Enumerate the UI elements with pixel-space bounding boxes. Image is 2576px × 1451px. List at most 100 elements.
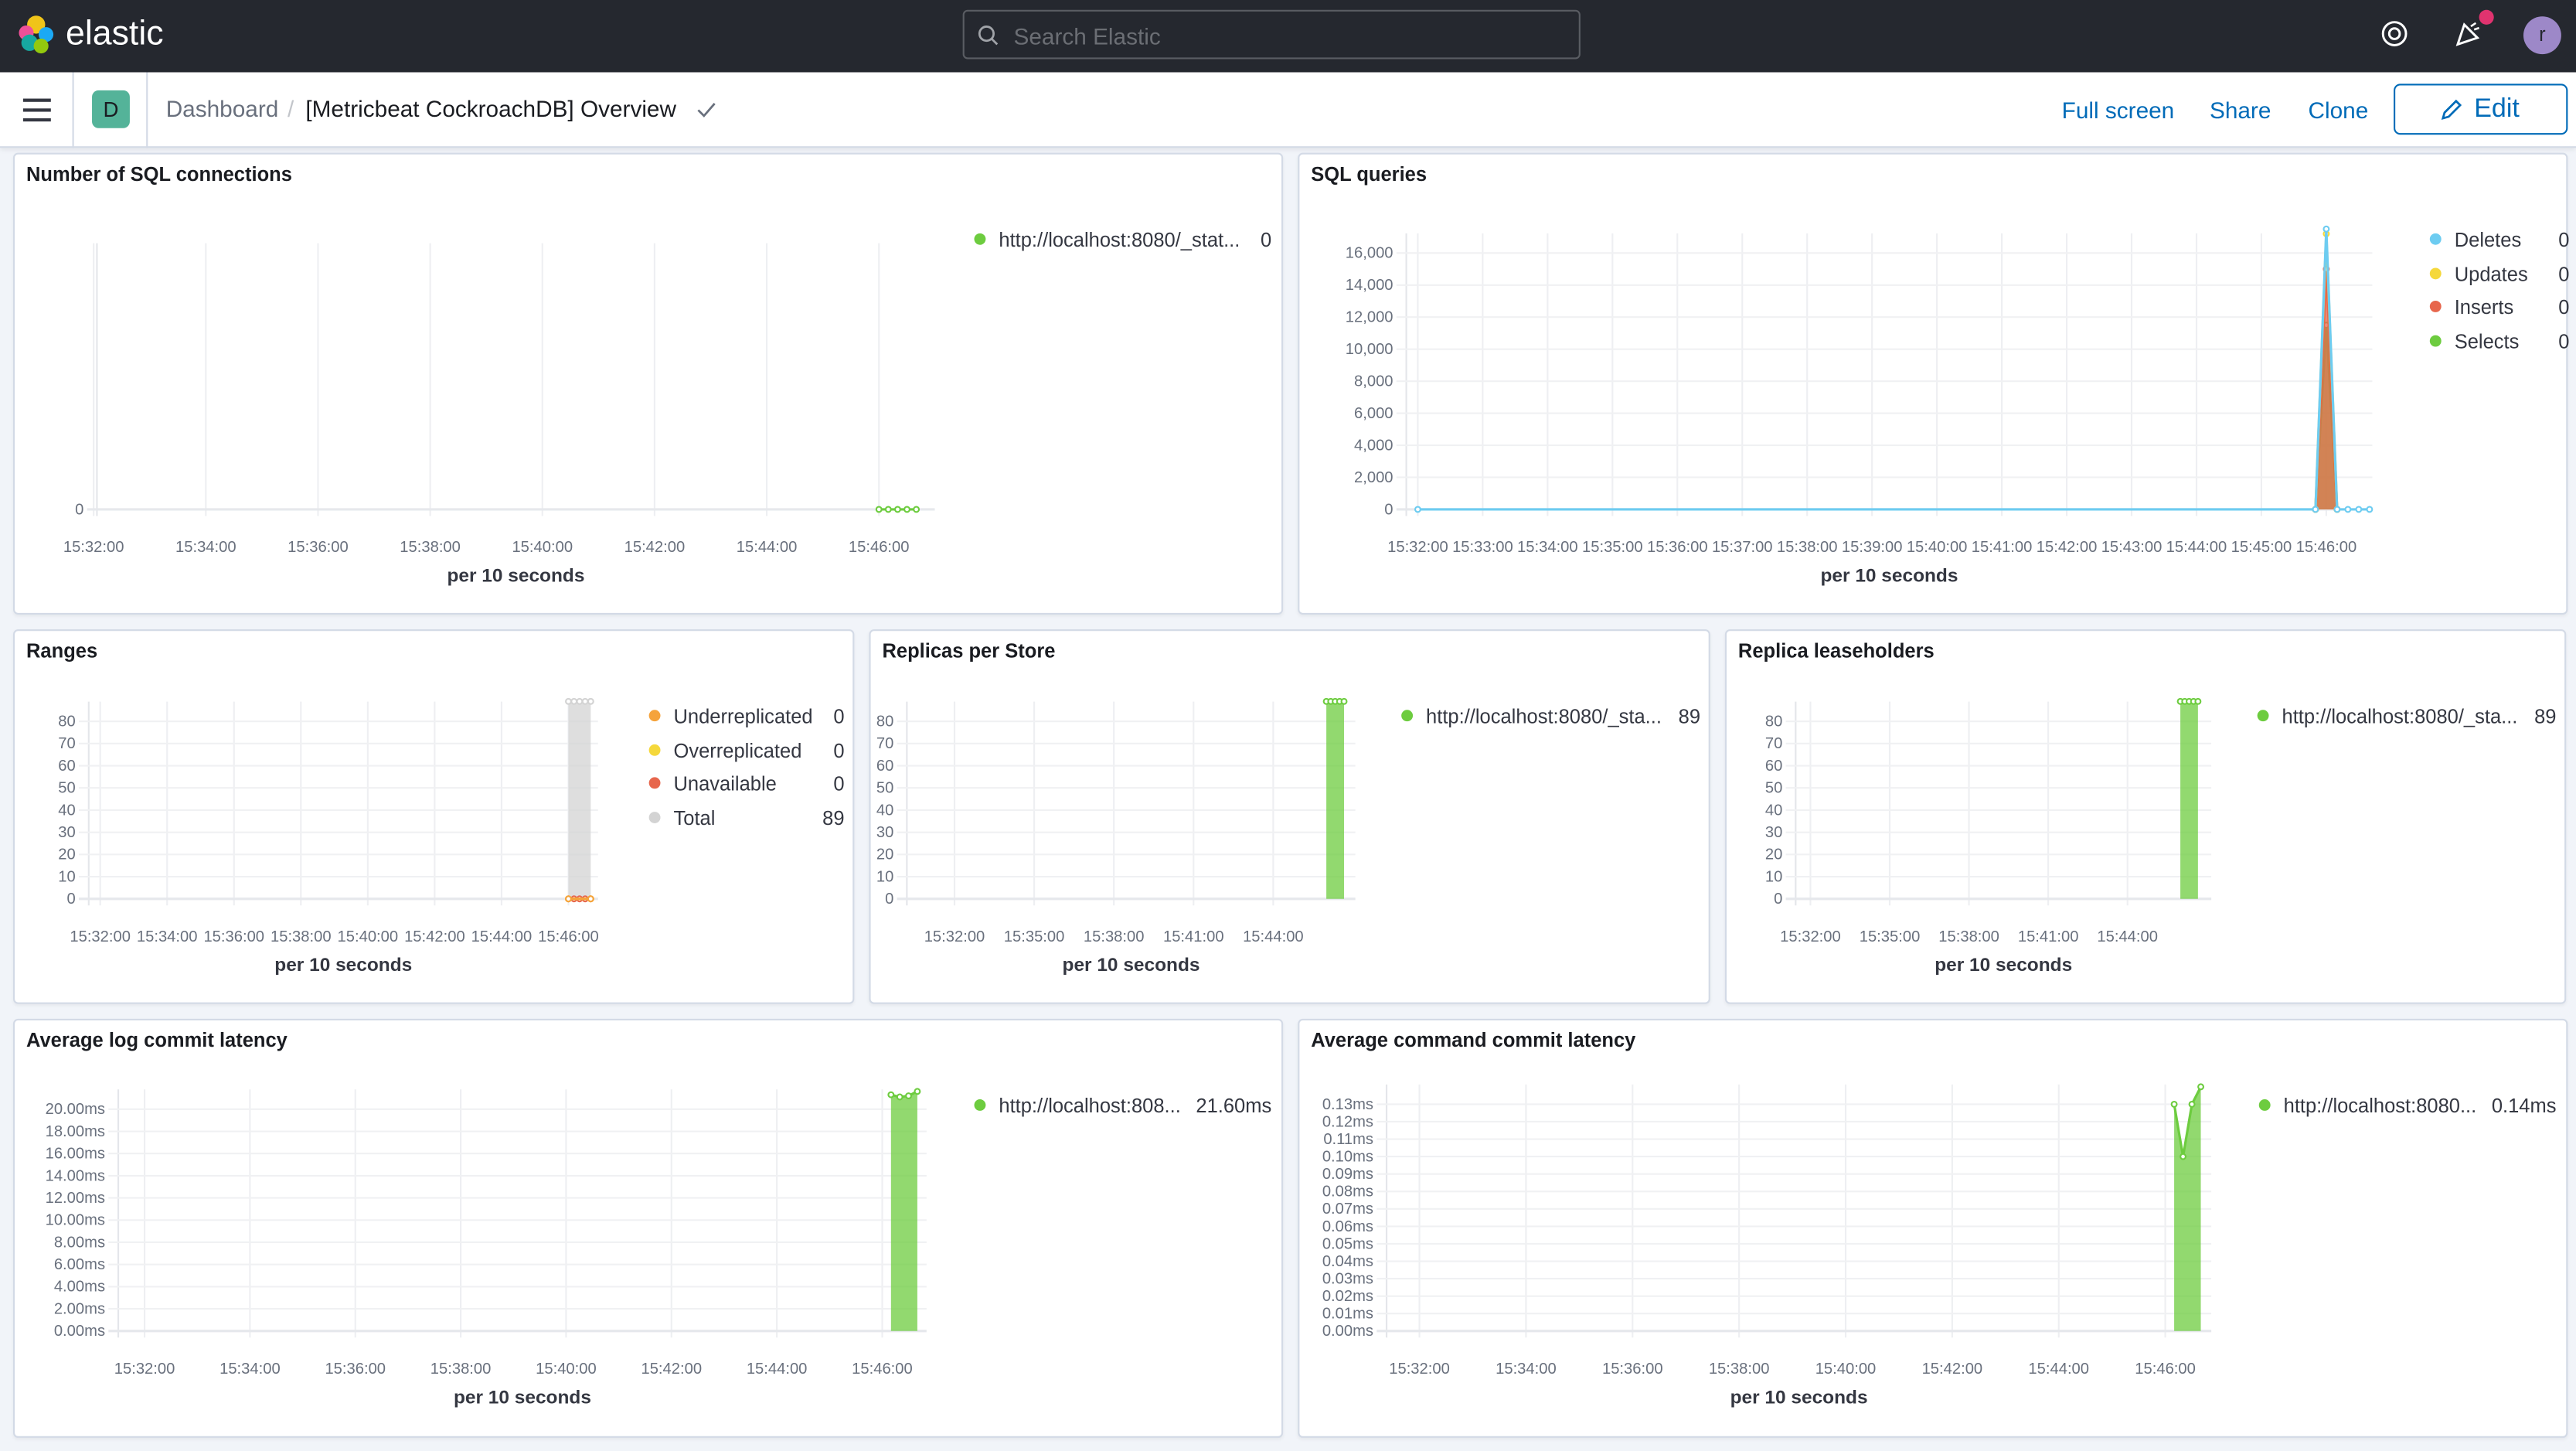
data-point[interactable] — [2197, 1083, 2205, 1091]
legend-item[interactable]: Updates 0 — [2429, 262, 2570, 287]
breadcrumb-separator: / — [287, 95, 294, 122]
legend-item[interactable]: http://localhost:8080/_sta... 89 — [1401, 705, 1700, 730]
data-point[interactable] — [875, 506, 883, 513]
user-avatar[interactable]: r — [2523, 16, 2561, 55]
x-tick-label: 15:41:00 — [1972, 539, 2033, 556]
x-tick-label: 15:32:00 — [1780, 928, 1841, 945]
legend-item[interactable]: Underreplicated 0 — [648, 705, 845, 730]
y-tick-label: 50 — [876, 780, 893, 797]
space-avatar[interactable]: D — [92, 90, 130, 128]
y-tick-label: 30 — [58, 824, 75, 841]
legend-label: Selects — [2454, 330, 2520, 354]
legend-color-dot-icon — [974, 233, 986, 245]
x-tick-label: 15:38:00 — [400, 539, 461, 556]
search-input[interactable]: Search Elastic — [962, 9, 1581, 60]
legend-color-dot-icon — [2258, 1099, 2271, 1111]
x-tick-label: 15:42:00 — [404, 928, 465, 945]
legend-label: Deletes — [2454, 228, 2522, 252]
y-tick-label: 20 — [58, 846, 75, 863]
legend-item[interactable]: Total 89 — [648, 807, 845, 832]
legend-item[interactable]: http://localhost:808... 21.60ms — [974, 1095, 1271, 1119]
y-tick-label: 40 — [58, 802, 75, 819]
x-tick-label: 15:32:00 — [924, 928, 985, 945]
data-point[interactable] — [2322, 225, 2330, 233]
x-tick-label: 15:34:00 — [1496, 1361, 1557, 1378]
panel-title: Ranges — [26, 639, 98, 662]
x-tick-label: 15:32:00 — [114, 1361, 175, 1378]
edit-button[interactable]: Edit — [2394, 83, 2568, 135]
data-point[interactable] — [905, 1092, 913, 1100]
data-point[interactable] — [893, 506, 901, 513]
data-point[interactable] — [2355, 506, 2363, 513]
legend-item[interactable]: Deletes 0 — [2429, 228, 2570, 253]
legend-label: Unavailable — [673, 772, 777, 796]
data-point[interactable] — [887, 1091, 895, 1098]
data-point[interactable] — [1414, 506, 1421, 513]
legend-color-dot-icon — [2429, 233, 2442, 245]
y-tick-label: 16.00ms — [46, 1146, 105, 1163]
data-point[interactable] — [1340, 697, 1348, 705]
data-point[interactable] — [2194, 697, 2202, 705]
data-point[interactable] — [914, 1088, 921, 1095]
y-tick-label: 16,000 — [1346, 245, 1393, 262]
legend-color-dot-icon — [974, 1099, 986, 1111]
data-point[interactable] — [2312, 506, 2319, 513]
clone-button[interactable]: Clone — [2308, 97, 2369, 124]
y-tick-label: 10,000 — [1346, 341, 1393, 358]
data-point[interactable] — [903, 506, 910, 513]
legend-label: http://localhost:8080/_stat... — [999, 228, 1240, 252]
y-tick-label: 30 — [876, 824, 893, 841]
y-tick-label: 0.10ms — [1322, 1149, 1373, 1166]
legend-item[interactable]: http://localhost:8080/_sta... 89 — [2257, 704, 2556, 730]
x-tick-label: 15:34:00 — [219, 1361, 281, 1378]
newsfeed-icon[interactable] — [2455, 20, 2482, 48]
menu-icon[interactable] — [22, 98, 51, 122]
legend-item[interactable]: Overreplicated 0 — [648, 739, 845, 764]
data-point[interactable] — [2188, 1100, 2196, 1108]
legend-value: 0 — [2558, 296, 2570, 320]
full-screen-button[interactable]: Full screen — [2061, 97, 2175, 124]
data-point[interactable] — [587, 697, 594, 705]
legend-value: 0.14ms — [2491, 1094, 2557, 1118]
data-point[interactable] — [565, 895, 572, 903]
legend-label: http://localhost:8080/_sta... — [2282, 704, 2518, 728]
data-point[interactable] — [884, 506, 892, 513]
x-tick-label: 15:33:00 — [1452, 539, 1513, 556]
data-point[interactable] — [2170, 1100, 2178, 1108]
brand-name[interactable]: elastic — [66, 15, 164, 53]
help-icon[interactable] — [2380, 20, 2408, 48]
y-tick-label: 0.09ms — [1322, 1166, 1373, 1183]
data-point[interactable] — [565, 697, 572, 705]
legend-color-dot-icon — [2429, 267, 2442, 279]
y-tick-label: 60 — [58, 758, 75, 775]
legend-item[interactable]: Selects 0 — [2429, 330, 2570, 355]
x-tick-label: 15:44:00 — [747, 1361, 808, 1378]
breadcrumb-dashboard[interactable]: Dashboard — [165, 95, 279, 122]
y-tick-label: 8.00ms — [54, 1234, 105, 1251]
legend-item[interactable]: Unavailable 0 — [648, 772, 845, 798]
data-point[interactable] — [570, 697, 578, 705]
data-point[interactable] — [2180, 1153, 2187, 1160]
legend-item[interactable]: Inserts 0 — [2429, 296, 2570, 321]
chart-panel: Replica leaseholders 15:32:00 15:35:00 15:3… — [1724, 629, 2567, 1004]
elastic-logo-icon[interactable] — [16, 15, 56, 54]
data-point[interactable] — [896, 1093, 903, 1101]
data-point[interactable] — [913, 506, 920, 513]
y-tick-label: 70 — [876, 735, 893, 752]
legend-item[interactable]: http://localhost:8080/_stat... 0 — [974, 228, 1271, 253]
data-point[interactable] — [2366, 506, 2374, 513]
share-button[interactable]: Share — [2209, 97, 2271, 124]
x-tick-label: 15:42:00 — [2037, 539, 2098, 556]
y-tick-label: 18.00ms — [46, 1123, 105, 1140]
x-tick-label: 15:43:00 — [2101, 539, 2163, 556]
chart-svg: 15:32:00 15:34:00 15:36:00 15:38:00 15:40:00… — [1322, 1083, 2212, 1408]
data-point[interactable] — [576, 697, 584, 705]
legend-item[interactable]: http://localhost:8080... 0.14ms — [2258, 1094, 2557, 1119]
y-tick-label: 0.13ms — [1322, 1096, 1373, 1113]
x-axis-label: per 10 seconds — [1821, 565, 1958, 586]
divider — [72, 72, 74, 148]
data-point[interactable] — [2344, 506, 2352, 513]
data-point[interactable] — [581, 697, 589, 705]
data-point[interactable] — [2333, 506, 2341, 513]
data-point[interactable] — [587, 895, 594, 903]
